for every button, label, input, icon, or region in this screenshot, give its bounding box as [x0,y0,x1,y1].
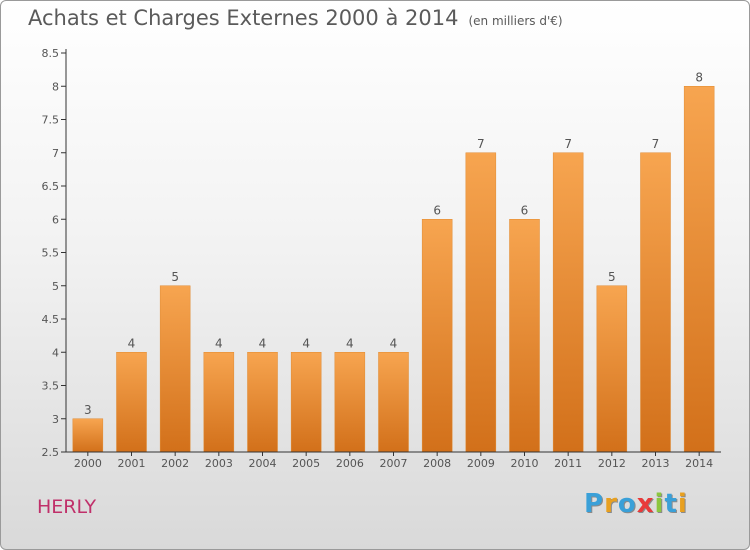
bar [378,352,409,453]
proxiti-logo: Proxiti [584,489,688,519]
bar-value-label: 4 [390,336,398,350]
bar-value-label: 4 [346,336,354,350]
bar [334,352,366,453]
bar-value-label: 6 [521,203,529,217]
x-tick-label: 2000 [74,457,102,470]
y-tick-label: 4 [52,346,59,359]
y-tick-label: 7 [52,147,59,160]
x-tick-label: 2011 [554,457,582,470]
bar [116,352,147,453]
bar [247,352,278,453]
x-tick-label: 2004 [249,457,277,470]
y-tick-label: 5.5 [42,247,60,260]
y-tick-label: 8 [52,80,59,93]
bar [509,219,540,453]
x-tick-label: 2006 [336,457,364,470]
x-tick-label: 2002 [161,457,189,470]
bar [290,352,322,453]
chart-title-text: Achats et Charges Externes 2000 à 2014 [28,6,459,30]
bar [683,86,715,453]
bar-value-label: 7 [477,137,485,151]
bar-value-label: 5 [171,270,179,284]
bar [596,285,628,453]
bar-value-label: 4 [302,336,310,350]
bar-value-label: 4 [215,336,223,350]
y-tick-label: 3 [52,413,59,426]
x-tick-label: 2005 [292,457,320,470]
y-tick-label: 2.5 [42,446,60,459]
x-tick-label: 2014 [685,457,713,470]
bar-value-label: 5 [608,270,616,284]
bar-value-label: 7 [564,137,572,151]
bar [72,418,104,453]
x-tick-label: 2007 [380,457,408,470]
bar-value-label: 7 [652,137,660,151]
bar [465,152,497,453]
bar [640,152,671,453]
y-tick-label: 3.5 [42,380,60,393]
y-tick-label: 6 [52,213,59,226]
y-tick-label: 8.5 [42,47,60,60]
x-tick-label: 2013 [642,457,670,470]
y-tick-label: 5 [52,280,59,293]
x-tick-label: 2012 [598,457,626,470]
bar [203,352,235,453]
bar-value-label: 3 [84,403,92,417]
bar-value-label: 4 [259,336,267,350]
bar-value-label: 8 [695,70,703,84]
x-tick-label: 2008 [423,457,451,470]
unit-note: (en milliers d'€) [468,14,563,28]
x-tick-label: 2003 [205,457,233,470]
bar [421,219,453,453]
y-tick-label: 6.5 [42,180,60,193]
bar-value-label: 6 [433,203,441,217]
bar-value-label: 4 [128,336,136,350]
chart-title: Achats et Charges Externes 2000 à 2014 (e… [28,6,563,30]
y-tick-label: 7.5 [42,114,60,127]
y-tick-label: 4.5 [42,313,60,326]
bar [552,152,584,453]
bar [159,285,191,453]
x-tick-label: 2010 [511,457,539,470]
x-tick-label: 2001 [118,457,146,470]
commune-name: HERLY [37,496,97,518]
x-tick-label: 2009 [467,457,495,470]
